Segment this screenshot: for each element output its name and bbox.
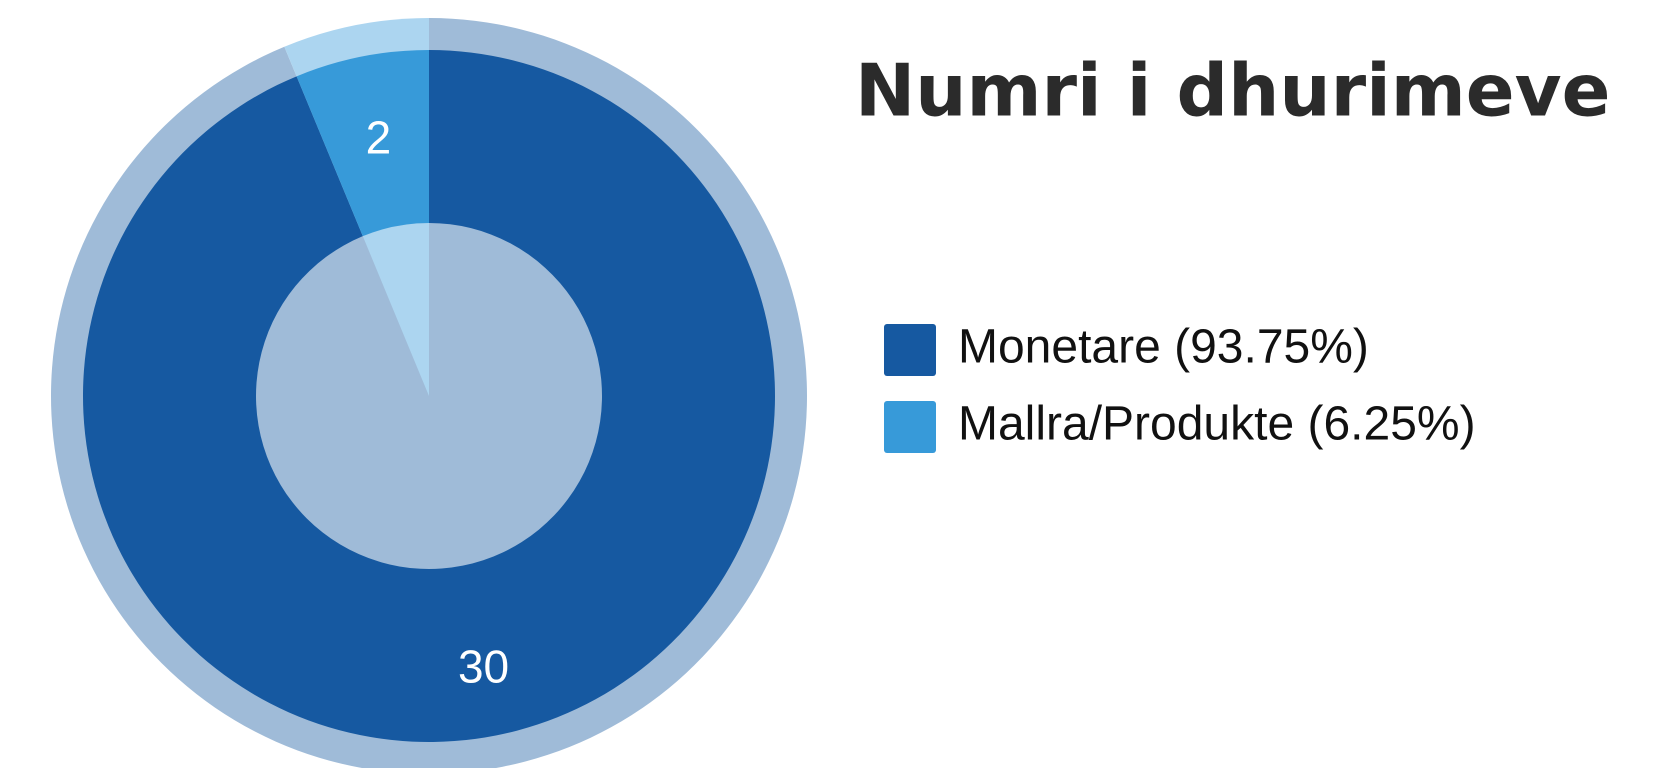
chart-title: Numri i dhurimeve: [855, 49, 1610, 133]
legend-label: Monetare (93.75%): [958, 321, 1369, 374]
legend-swatch: [884, 401, 936, 453]
legend-swatch: [884, 324, 936, 376]
inner-wedge: [362, 223, 429, 396]
data-label: 30: [458, 640, 509, 692]
slice: [82, 50, 775, 742]
legend-label: Mallra/Produkte (6.25%): [958, 398, 1476, 451]
data-label: 2: [366, 112, 392, 164]
slice: [296, 50, 429, 237]
